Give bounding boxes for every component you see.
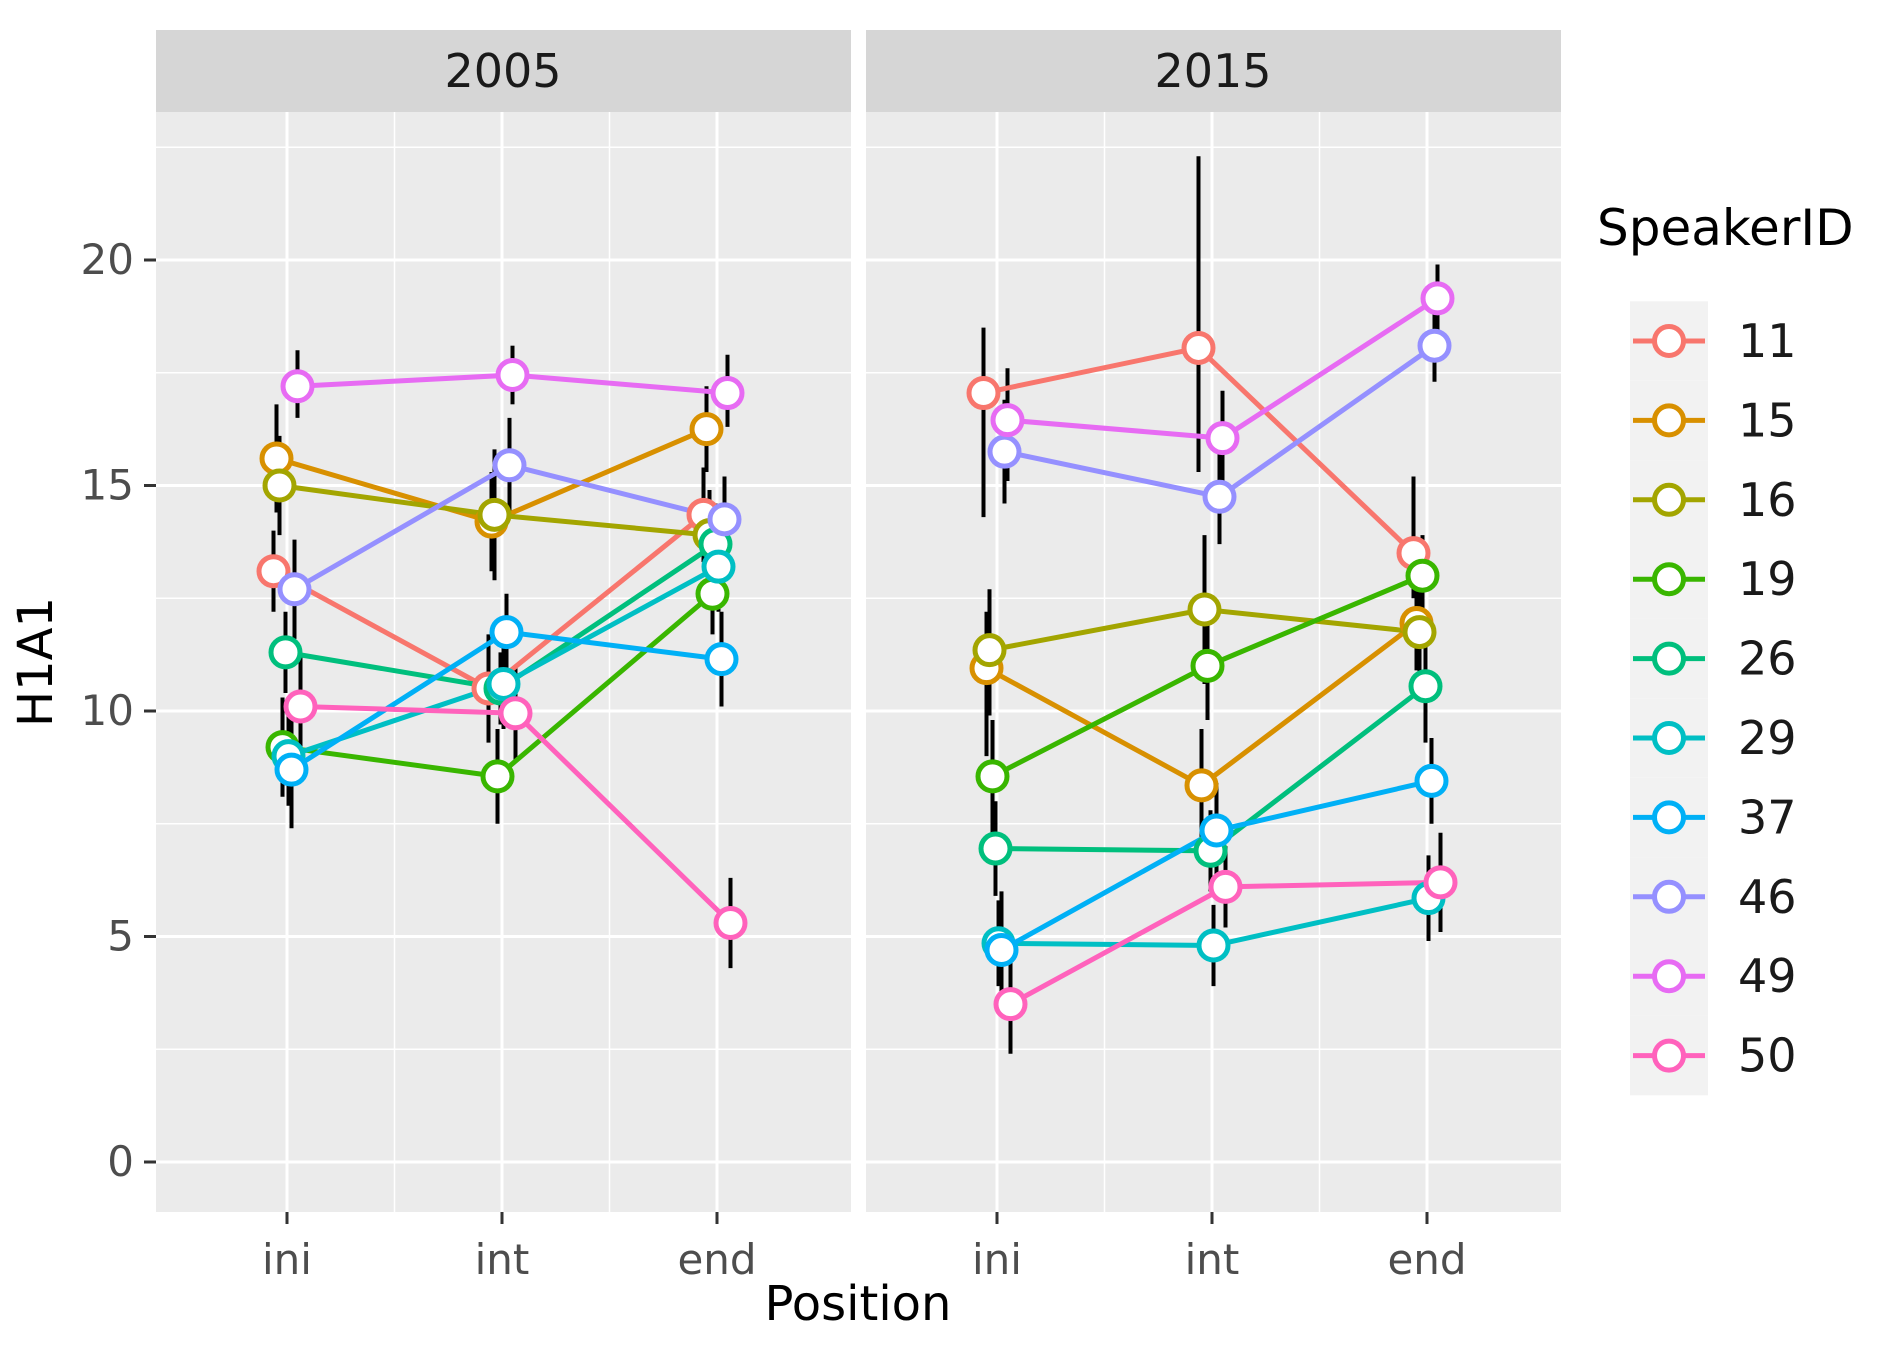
point-16-2005-int (477, 497, 512, 532)
y-tick-label-15: 15 (81, 461, 134, 510)
point-15-2005-end (689, 412, 724, 447)
point-46-2005-end (707, 502, 742, 537)
y-tick-label-0: 0 (107, 1137, 134, 1186)
legend-row-29: 29 (1630, 698, 1797, 778)
legend-key-point (1652, 641, 1686, 676)
facet-strip-label-2005: 2005 (444, 44, 561, 98)
point-46-2005-ini (277, 572, 312, 607)
point-11-2005-ini (256, 554, 291, 589)
legend-label-49: 49 (1738, 949, 1797, 1003)
point-49-2005-int (495, 358, 530, 393)
point-50-2005-int (498, 696, 533, 731)
x-tick-label-ini-2015: ini (972, 1235, 1022, 1284)
legend-key-point (1652, 800, 1686, 835)
y-axis-title: H1A1 (8, 597, 64, 727)
legend-key-point (1652, 403, 1686, 438)
point-37-2015-int (1199, 813, 1234, 848)
x-tick-label-int-2015: int (1185, 1235, 1240, 1284)
legend-key-point (1652, 879, 1686, 914)
point-37-2005-end (704, 642, 739, 677)
point-16-2005-ini (262, 468, 297, 503)
point-46-2015-ini (987, 434, 1022, 469)
point-26-2015-ini (978, 831, 1013, 866)
point-37-2005-int (489, 615, 524, 650)
legend-row-37: 37 (1630, 777, 1797, 858)
legend-key-point (1652, 562, 1686, 597)
legend-label-26: 26 (1738, 632, 1797, 686)
point-49-2015-end (1420, 281, 1455, 316)
point-37-2015-ini (984, 933, 1019, 968)
legend-label-29: 29 (1738, 711, 1797, 765)
point-15-2015-int (1184, 768, 1219, 803)
legend-row-15: 15 (1630, 380, 1797, 461)
point-26-2005-ini (268, 635, 303, 670)
legend-row-46: 46 (1630, 857, 1797, 937)
point-37-2005-ini (274, 752, 309, 787)
legend-key-point (1652, 1038, 1686, 1073)
point-46-2005-int (492, 448, 527, 483)
point-50-2015-int (1208, 869, 1243, 904)
point-29-2005-int (486, 666, 521, 701)
point-50-2005-end (713, 905, 748, 940)
x-axis-title: Position (765, 1276, 952, 1332)
point-19-2015-int (1190, 648, 1225, 683)
legend-key-point (1652, 482, 1686, 517)
legend-label-16: 16 (1738, 473, 1797, 527)
legend-label-11: 11 (1738, 314, 1797, 368)
point-50-2015-end (1423, 865, 1458, 900)
point-11-2015-ini (966, 376, 1001, 411)
point-46-2015-end (1417, 328, 1452, 363)
y-tick-label-20: 20 (81, 235, 134, 284)
legend-label-46: 46 (1738, 870, 1797, 924)
x-tick-label-end-2005: end (677, 1235, 756, 1284)
point-50-2015-ini (993, 987, 1028, 1022)
point-16-2015-ini (972, 633, 1007, 668)
point-26-2015-end (1408, 669, 1443, 704)
legend-label-19: 19 (1738, 552, 1797, 606)
point-37-2015-end (1414, 763, 1449, 798)
legend-row-19: 19 (1630, 539, 1797, 619)
point-11-2015-int (1181, 330, 1216, 365)
legend-key-point (1652, 959, 1686, 994)
point-50-2005-ini (283, 689, 318, 724)
y-tick-label-5: 5 (107, 912, 134, 961)
facet-strip-2005 (156, 30, 851, 112)
x-tick-label-ini-2005: ini (262, 1235, 312, 1284)
x-tick-label-end-2015: end (1387, 1235, 1466, 1284)
legend-label-15: 15 (1738, 393, 1797, 447)
point-29-2005-end (701, 549, 736, 584)
legend-title: SpeakerID (1597, 199, 1854, 257)
legend-key-point (1652, 324, 1686, 358)
point-49-2015-int (1205, 421, 1240, 456)
legend-row-26: 26 (1630, 618, 1797, 699)
legend-label-37: 37 (1738, 790, 1797, 844)
point-49-2005-ini (280, 369, 315, 404)
point-49-2015-ini (990, 403, 1025, 438)
point-29-2015-int (1196, 928, 1231, 963)
legend-label-50: 50 (1738, 1029, 1797, 1083)
facet-strip-2015 (866, 30, 1561, 112)
legend-key-point (1652, 721, 1686, 755)
point-19-2015-end (1405, 558, 1440, 593)
point-16-2015-int (1187, 592, 1222, 627)
legend-row-49: 49 (1630, 936, 1797, 1016)
facet-strip-label-2015: 2015 (1154, 44, 1271, 98)
x-tick-label-int-2005: int (475, 1235, 530, 1284)
point-49-2005-end (710, 376, 745, 411)
legend-row-50: 50 (1630, 1015, 1797, 1096)
point-46-2015-int (1202, 479, 1237, 514)
point-15-2005-ini (259, 441, 294, 476)
y-tick-label-10: 10 (81, 686, 134, 735)
legend-row-16: 16 (1630, 460, 1797, 540)
point-19-2005-int (480, 759, 515, 794)
point-16-2015-end (1402, 615, 1437, 650)
legend-row-11: 11 (1630, 301, 1797, 381)
point-19-2015-ini (975, 759, 1010, 794)
point-19-2005-end (695, 576, 730, 611)
